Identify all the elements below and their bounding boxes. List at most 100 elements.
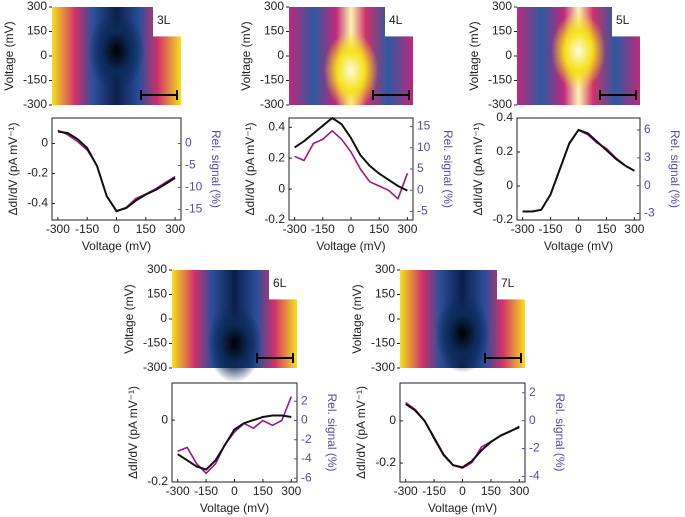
x-tick-label: 0 (113, 222, 120, 236)
data-line (522, 129, 635, 213)
data-line (177, 414, 292, 471)
y-tick-label: -0.2 (27, 166, 48, 180)
y-tick-label: 0.4 (268, 119, 285, 133)
y2-axis-label: Rel. signal (%) (553, 393, 567, 471)
x-tick-label: -300 (46, 222, 70, 236)
y-axis-label: ΔdI/dV (pA mV⁻¹) (354, 386, 368, 479)
heatmap-cutout (385, 7, 413, 37)
x-tick-label: 0 (231, 484, 238, 498)
y-axis-label: Voltage (mV) (2, 21, 16, 90)
y2-tick-label: 0 (185, 136, 192, 150)
y2-tick-label: -2 (529, 441, 540, 455)
y-axis-label: Voltage (mV) (467, 21, 481, 90)
panel-label: 5L (616, 13, 630, 27)
data-line (57, 129, 176, 213)
x-tick-label: 150 (481, 484, 501, 498)
y2-tick-label: 3 (644, 150, 651, 164)
plot-frame (516, 117, 641, 221)
y2-tick-label: 2 (529, 385, 536, 399)
x-tick-label: 0 (575, 222, 582, 236)
scale-bar (256, 353, 294, 363)
y-tick-label: -150 (143, 336, 167, 350)
y-axis-label: ΔdI/dV (pA mV⁻¹) (6, 122, 20, 215)
y-tick-label: -300 (488, 97, 512, 111)
x-tick-label: -300 (166, 484, 190, 498)
x-tick-label: -150 (194, 484, 218, 498)
heatmap-feature (435, 294, 490, 373)
heatmap-feature (551, 11, 606, 91)
y2-tick-label: 0 (529, 413, 536, 427)
x-tick-label: -150 (422, 484, 446, 498)
y-tick-label: -150 (488, 73, 512, 87)
x-tick-label: -300 (394, 484, 418, 498)
heatmap-feature (323, 31, 379, 110)
y-tick-label: 0 (277, 48, 284, 62)
plot-frame (288, 117, 414, 221)
y2-tick-label: 0 (644, 178, 651, 192)
y-tick-label: 0.2 (496, 144, 513, 158)
x-tick-label: -300 (511, 222, 535, 236)
x-tick-label: 150 (596, 222, 616, 236)
y-tick-label: 0 (161, 412, 168, 426)
y-tick-label: -0.2 (375, 455, 396, 469)
y-tick-label: 150 (492, 24, 512, 38)
x-axis-label: Voltage (mV) (316, 239, 385, 253)
scale-bar (140, 90, 178, 100)
data-line (294, 130, 409, 200)
data-line (405, 403, 520, 469)
y-tick-label: -150 (371, 336, 395, 350)
y-tick-label: 0.4 (496, 110, 513, 124)
plot-frame (51, 117, 182, 221)
y2-tick-label: -5 (417, 204, 428, 218)
y-axis-label: Voltage (mV) (122, 284, 136, 353)
y-tick-label: 0 (160, 311, 167, 325)
y2-tick-label: -2 (301, 432, 312, 446)
x-axis-label: Voltage (mV) (428, 501, 497, 515)
y-axis-label: ΔdI/dV (pA mV⁻¹) (126, 386, 140, 479)
data-line (522, 128, 635, 213)
y-tick-label: 0 (505, 48, 512, 62)
x-axis-label: Voltage (mV) (82, 239, 151, 253)
y2-tick-label: -3 (644, 206, 655, 220)
y-axis-label: Voltage (mV) (239, 21, 253, 90)
x-tick-label: -150 (539, 222, 563, 236)
y2-tick-label: -15 (185, 202, 203, 216)
y-tick-label: -150 (23, 73, 47, 87)
scale-bar (599, 90, 637, 100)
y2-tick-label: 0 (417, 182, 424, 196)
y-tick-label: -300 (371, 360, 395, 374)
heatmap-feature (207, 304, 262, 383)
y-axis-label: Voltage (mV) (350, 284, 364, 353)
y-tick-label: 0.2 (268, 150, 285, 164)
x-tick-label: 150 (136, 222, 156, 236)
x-axis-label: Voltage (mV) (544, 239, 613, 253)
y-tick-label: 300 (147, 262, 167, 276)
x-tick-label: 0 (348, 222, 355, 236)
y2-tick-label: 2 (301, 393, 308, 407)
y-axis-label: ΔdI/dV (pA mV⁻¹) (243, 122, 257, 215)
y-tick-label: 150 (375, 287, 395, 301)
x-tick-label: 300 (281, 484, 301, 498)
y-tick-label: 0 (278, 181, 285, 195)
heatmap-feature (88, 11, 145, 91)
x-tick-label: 300 (624, 222, 644, 236)
y-tick-label: -150 (260, 73, 284, 87)
x-tick-label: 0 (459, 484, 466, 498)
y2-tick-label: 6 (644, 122, 651, 136)
y2-axis-label: Rel. signal (%) (668, 130, 682, 208)
heatmap-cutout (612, 7, 640, 37)
y2-tick-label: 15 (417, 119, 431, 133)
y2-tick-label: -4 (529, 469, 540, 483)
y2-tick-label: 10 (417, 140, 431, 154)
y2-tick-label: -6 (301, 470, 312, 484)
data-line (294, 117, 408, 192)
y2-axis-label: Rel. signal (%) (209, 130, 223, 208)
y-tick-label: -300 (23, 97, 47, 111)
heatmap-cutout (269, 270, 297, 300)
y-tick-label: 300 (492, 0, 512, 13)
y2-tick-label: -10 (185, 180, 203, 194)
x-tick-label: 150 (369, 222, 389, 236)
y-tick-label: -0.4 (27, 196, 48, 210)
x-tick-label: -300 (283, 222, 307, 236)
